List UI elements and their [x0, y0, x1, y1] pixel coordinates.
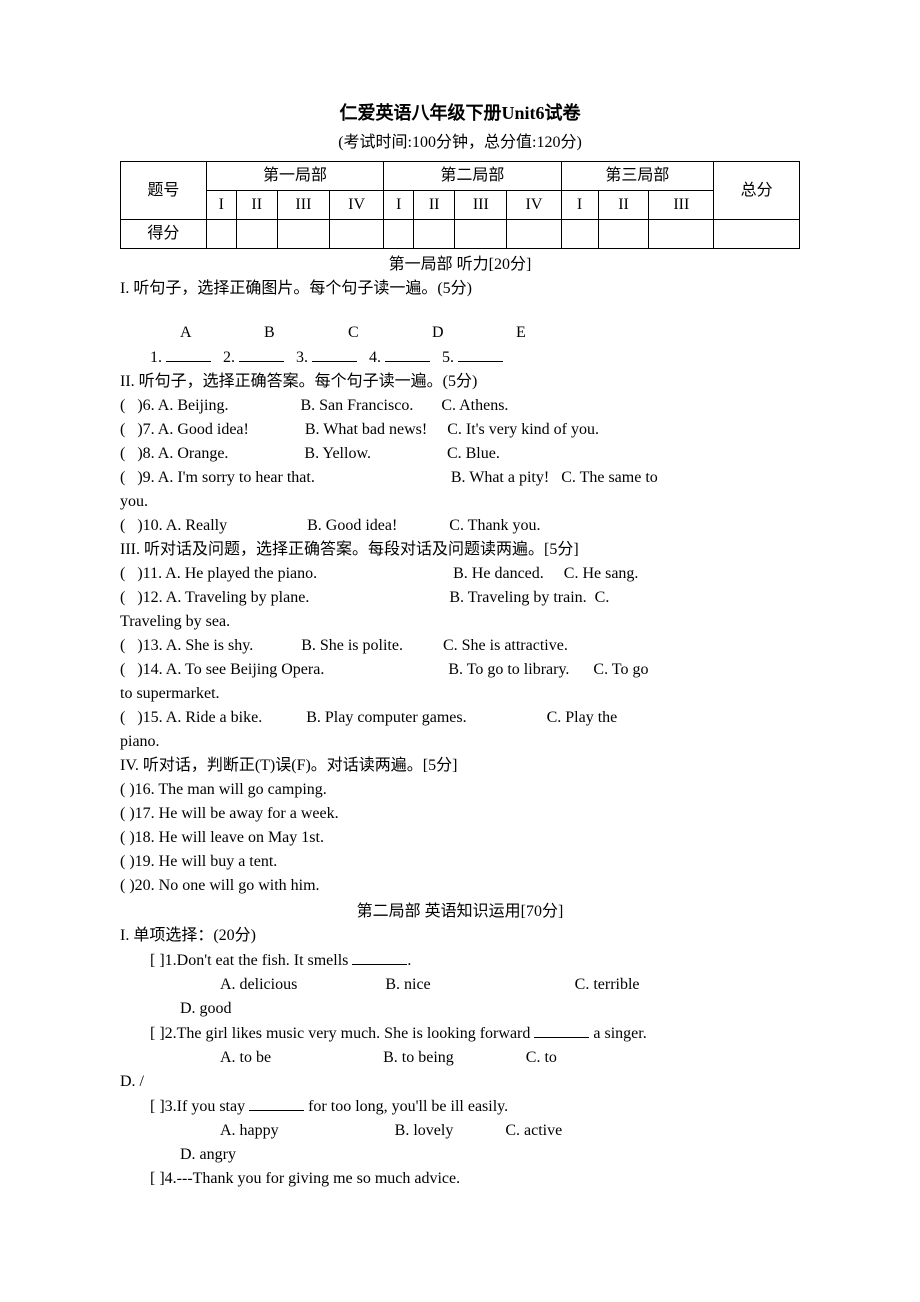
p2q2-opts2: D. / — [120, 1070, 800, 1094]
cell-roman: III — [455, 191, 507, 220]
p2q3-stem-b: for too long, you'll be ill easily. — [304, 1098, 508, 1115]
cell-part3: 第三局部 — [561, 162, 714, 191]
q6: ( )6. A. Beijing. B. San Francisco. C. A… — [120, 394, 800, 418]
q9b: you. — [120, 490, 800, 514]
letter-c: C — [348, 321, 428, 345]
cell-roman: II — [414, 191, 455, 220]
q19: ( )19. He will buy a tent. — [120, 850, 800, 874]
section1-title: I. 听句子，选择正确图片。每个句子读一遍。(5分) — [120, 277, 800, 301]
cell-roman: I — [206, 191, 236, 220]
cell-empty — [714, 220, 800, 249]
q9a: ( )9. A. I'm sorry to hear that. B. What… — [120, 466, 800, 490]
letter-e: E — [516, 321, 596, 345]
doc-title: 仁爱英语八年级下册Unit6试卷 — [120, 100, 800, 127]
p2q3-opts2: D. angry — [120, 1143, 800, 1167]
q8: ( )8. A. Orange. B. Yellow. C. Blue. — [120, 442, 800, 466]
p2q3-stem-a: [ ]3.If you stay — [150, 1098, 249, 1115]
blank — [534, 1021, 589, 1038]
q12b: Traveling by sea. — [120, 610, 800, 634]
table-row: I II III IV I II III IV I II III — [121, 191, 800, 220]
letter-d: D — [432, 321, 512, 345]
blank — [458, 345, 503, 362]
cell-part2: 第二局部 — [384, 162, 561, 191]
letter-a: A — [180, 321, 260, 345]
q7: ( )7. A. Good idea! B. What bad news! C.… — [120, 418, 800, 442]
cell-part1: 第一局部 — [206, 162, 383, 191]
section3-title: III. 听对话及问题，选择正确答案。每段对话及问题读两遍。[5分] — [120, 538, 800, 562]
image-letters-row: A B C D E — [120, 321, 800, 345]
blank — [385, 345, 430, 362]
section2-title: II. 听句子，选择正确答案。每个句子读一遍。(5分) — [120, 370, 800, 394]
num3: 3. — [296, 349, 308, 366]
score-table: 题号 第一局部 第二局部 第三局部 总分 I II III IV I II II… — [120, 161, 800, 249]
p2q2-stem: [ ]2.The girl likes music very much. She… — [120, 1021, 800, 1046]
cell-defen: 得分 — [121, 220, 207, 249]
blank — [239, 345, 284, 362]
part2-header: 第二局部 英语知识运用[70分] — [120, 900, 800, 924]
cell-roman: III — [649, 191, 714, 220]
cell-empty — [649, 220, 714, 249]
cell-empty — [414, 220, 455, 249]
cell-empty — [206, 220, 236, 249]
p2q1-stem-b: . — [407, 952, 411, 969]
cell-roman: II — [598, 191, 649, 220]
p2q2-stem-a: [ ]2.The girl likes music very much. She… — [150, 1025, 534, 1042]
cell-empty — [561, 220, 598, 249]
cell-empty — [598, 220, 649, 249]
table-row: 得分 — [121, 220, 800, 249]
q14b: to supermarket. — [120, 682, 800, 706]
q10: ( )10. A. Really B. Good idea! C. Thank … — [120, 514, 800, 538]
cell-empty — [384, 220, 414, 249]
cell-roman: I — [384, 191, 414, 220]
q15b: piano. — [120, 730, 800, 754]
p2q1-opts1: A. delicious B. nice C. terrible — [120, 973, 800, 997]
section4-title: IV. 听对话，判断正(T)误(F)。对话读两遍。[5分] — [120, 754, 800, 778]
q17: ( )17. He will be away for a week. — [120, 802, 800, 826]
q11: ( )11. A. He played the piano. B. He dan… — [120, 562, 800, 586]
p2q2-opts1: A. to be B. to being C. to — [120, 1046, 800, 1070]
p2q3-stem: [ ]3.If you stay for too long, you'll be… — [120, 1094, 800, 1119]
blank — [249, 1094, 304, 1111]
q16: ( )16. The man will go camping. — [120, 778, 800, 802]
spacer — [120, 301, 800, 321]
q20: ( )20. No one will go with him. — [120, 874, 800, 898]
blank — [312, 345, 357, 362]
cell-empty — [277, 220, 329, 249]
p2q1-stem: [ ]1.Don't eat the fish. It smells . — [120, 948, 800, 973]
p2s1-title: I. 单项选择：(20分) — [120, 924, 800, 948]
cell-empty — [455, 220, 507, 249]
q12a: ( )12. A. Traveling by plane. B. Traveli… — [120, 586, 800, 610]
cell-total: 总分 — [714, 162, 800, 220]
q14a: ( )14. A. To see Beijing Opera. B. To go… — [120, 658, 800, 682]
num1: 1. — [150, 349, 162, 366]
blank — [166, 345, 211, 362]
num4: 4. — [369, 349, 381, 366]
letter-b: B — [264, 321, 344, 345]
cell-empty — [330, 220, 384, 249]
cell-roman: I — [561, 191, 598, 220]
cell-empty — [236, 220, 277, 249]
p2q4-stem: [ ]4.---Thank you for giving me so much … — [120, 1167, 800, 1191]
doc-subtitle: (考试时间:100分钟，总分值:120分) — [120, 131, 800, 155]
cell-empty — [507, 220, 561, 249]
answer-nums-row: 1. 2. 3. 4. 5. — [120, 345, 800, 370]
p2q1-stem-a: [ ]1.Don't eat the fish. It smells — [150, 952, 352, 969]
cell-roman: IV — [330, 191, 384, 220]
table-row: 题号 第一局部 第二局部 第三局部 总分 — [121, 162, 800, 191]
q13: ( )13. A. She is shy. B. She is polite. … — [120, 634, 800, 658]
part1-header: 第一局部 听力[20分] — [120, 253, 800, 277]
cell-roman: IV — [507, 191, 561, 220]
p2q1-opts2: D. good — [120, 997, 800, 1021]
p2q3-opts1: A. happy B. lovely C. active — [120, 1119, 800, 1143]
q18: ( )18. He will leave on May 1st. — [120, 826, 800, 850]
num2: 2. — [223, 349, 235, 366]
q15a: ( )15. A. Ride a bike. B. Play computer … — [120, 706, 800, 730]
blank — [352, 948, 407, 965]
cell-tihao: 题号 — [121, 162, 207, 220]
num5: 5. — [442, 349, 454, 366]
cell-roman: II — [236, 191, 277, 220]
cell-roman: III — [277, 191, 329, 220]
p2q2-stem-b: a singer. — [589, 1025, 646, 1042]
